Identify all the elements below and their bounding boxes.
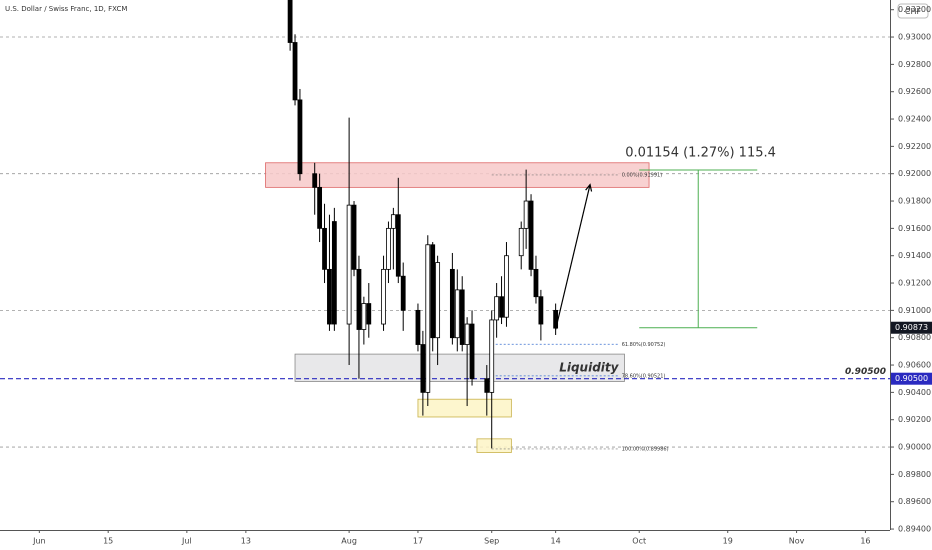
candle-body [494, 296, 500, 321]
candle-body [469, 323, 475, 380]
candle-body [425, 244, 431, 393]
candle-body [454, 289, 460, 339]
y-tick-label: 0.91800 [898, 197, 931, 206]
y-tick-label: 0.92000 [898, 169, 931, 178]
candle-body [292, 42, 298, 101]
y-tick-label: 0.90000 [898, 443, 931, 452]
candle-body [464, 323, 470, 345]
candle-body [381, 268, 386, 325]
zone [417, 398, 512, 418]
fib-label: 100.00%(0.89986) [622, 446, 669, 452]
candle-body [435, 262, 441, 339]
candle-body [420, 344, 426, 393]
x-tick-label: 19 [723, 537, 733, 546]
y-tick-label: 0.91600 [898, 224, 931, 233]
x-tick-label: Aug [341, 537, 357, 546]
candle-body [386, 227, 391, 270]
candle-body [390, 214, 396, 229]
hline-tag-label: 0.90500 [895, 374, 928, 383]
x-tick-label: Nov [789, 537, 805, 546]
candle-body [504, 255, 509, 318]
y-tick-label: 0.89800 [898, 470, 931, 479]
arrow [555, 184, 591, 330]
x-tick-label: 14 [551, 537, 561, 546]
fib-label: 61.80%(0.90752) [622, 342, 666, 348]
zone [476, 438, 512, 453]
x-tick-label: Jul [181, 537, 192, 546]
y-tick-label: 0.91000 [898, 306, 931, 315]
candle-body [523, 200, 529, 229]
arrow-head [585, 183, 593, 192]
y-tick-label: 0.90600 [898, 361, 931, 370]
candle-body [312, 173, 318, 188]
last-price-label: 0.90873 [895, 323, 928, 332]
candle-body [533, 268, 539, 298]
y-tick-label: 0.92600 [898, 87, 931, 96]
candle-body [449, 268, 455, 339]
y-tick-label: 0.92200 [898, 142, 931, 151]
candle-body [395, 214, 401, 277]
y-tick-label: 0.91200 [898, 279, 931, 288]
x-tick-label: Oct [632, 537, 646, 546]
candle-body [297, 99, 303, 175]
candle-body [356, 268, 362, 330]
y-tick-label: 0.89400 [898, 525, 931, 534]
currency-button[interactable] [897, 3, 929, 19]
x-tick-label: 15 [103, 537, 113, 546]
hline-tag [891, 372, 932, 385]
zone-label: Liquidity [559, 360, 619, 374]
y-tick-label: 0.90400 [898, 388, 931, 397]
y-tick-label: 0.90200 [898, 415, 931, 424]
chart-title: U.S. Dollar / Swiss Franc, 1D, FXCM [5, 5, 127, 13]
candle-body [538, 296, 544, 325]
candle-body [322, 227, 327, 270]
candle-body [366, 303, 372, 325]
y-tick-label: 0.93200 [898, 5, 931, 14]
y-tick-label: 0.92800 [898, 60, 931, 69]
fib-label: 78.60%(0.90521) [622, 373, 666, 379]
candle-body [327, 268, 332, 325]
candle-body [528, 200, 534, 270]
candle-body [459, 289, 465, 345]
hline-label: 0.90500 [845, 367, 886, 377]
zone [294, 353, 625, 382]
y-tick-label: 0.91400 [898, 251, 931, 260]
last-price-tag [891, 321, 932, 334]
y-tick-label: 0.89600 [898, 497, 931, 506]
y-tick-label: 0.93000 [898, 33, 931, 42]
currency[interactable]: CHF [905, 7, 922, 16]
zone [265, 162, 650, 188]
x-tick-label: 17 [413, 537, 423, 546]
candle-body [499, 296, 504, 318]
candle-body [287, 0, 293, 43]
candle-body [489, 319, 495, 393]
candle-body [346, 204, 352, 325]
candle-body [400, 275, 406, 311]
candle-body [415, 309, 421, 345]
x-tick-label: Jun [32, 537, 46, 546]
candle-body [361, 303, 367, 330]
y-tick-label: 0.92400 [898, 115, 931, 124]
x-tick-label: 16 [860, 537, 870, 546]
measure-label: 0.01154 (1.27%) 115.4 [625, 146, 776, 161]
x-tick-label: 13 [241, 537, 251, 546]
x-tick-label: Sep [484, 537, 499, 546]
candle-body [484, 378, 490, 393]
candle-body [351, 204, 357, 270]
candle-body [518, 227, 524, 257]
fib-label: 0.00%(0.91991) [622, 172, 663, 178]
candle-body [430, 244, 436, 339]
candle-body [331, 221, 337, 325]
y-tick-label: 0.90800 [898, 333, 931, 342]
candle-body [317, 186, 323, 229]
